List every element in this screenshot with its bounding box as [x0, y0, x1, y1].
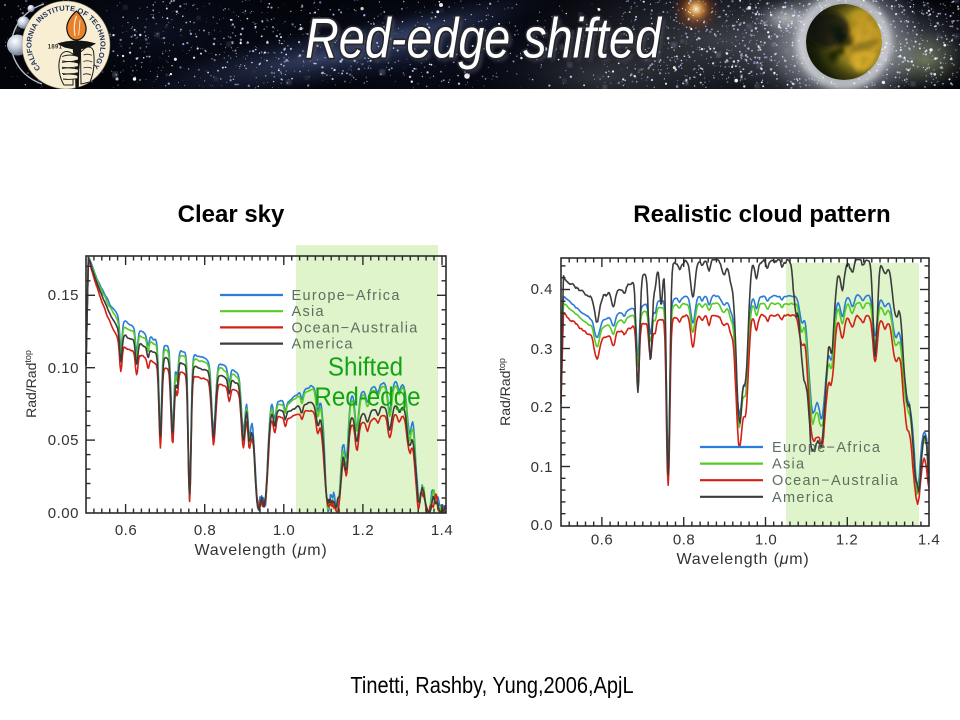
- svg-text:0.0: 0.0: [531, 517, 553, 534]
- svg-text:Europe−Africa: Europe−Africa: [772, 440, 881, 456]
- svg-text:Asia: Asia: [292, 304, 325, 320]
- svg-text:America: America: [292, 337, 354, 353]
- svg-text:0.2: 0.2: [531, 399, 553, 416]
- svg-text:1.2: 1.2: [836, 532, 858, 549]
- svg-text:Rad/Radtop: Rad/Radtop: [497, 358, 513, 426]
- svg-text:0.8: 0.8: [673, 532, 695, 549]
- svg-text:0.10: 0.10: [48, 360, 79, 377]
- svg-text:0.00: 0.00: [48, 505, 79, 522]
- svg-text:0.15: 0.15: [48, 287, 79, 304]
- svg-text:1.4: 1.4: [918, 532, 940, 549]
- svg-text:1.0: 1.0: [755, 532, 777, 549]
- svg-text:Wavelength (μm): Wavelength (μm): [676, 551, 809, 568]
- svg-text:Red-edge: Red-edge: [314, 383, 420, 412]
- svg-text:Red-edge shifted: Red-edge shifted: [305, 7, 663, 70]
- svg-text:0.3: 0.3: [531, 341, 553, 358]
- svg-text:0.4: 0.4: [531, 281, 553, 298]
- svg-text:0.8: 0.8: [194, 522, 216, 539]
- svg-text:0.1: 0.1: [531, 459, 553, 476]
- svg-text:Red-edge shifted: Red-edge shifted: [308, 10, 666, 73]
- svg-text:1891: 1891: [48, 45, 63, 51]
- svg-text:Europe−Africa: Europe−Africa: [292, 288, 401, 304]
- svg-text:1.2: 1.2: [352, 522, 374, 539]
- svg-text:Clear sky: Clear sky: [178, 201, 285, 228]
- svg-text:Tinetti, Rashby, Yung,2006,Apj: Tinetti, Rashby, Yung,2006,ApjL: [350, 672, 633, 699]
- svg-text:Rad/Radtop: Rad/Radtop: [23, 350, 39, 418]
- svg-text:Ocean−Australia: Ocean−Australia: [772, 473, 899, 489]
- svg-text:Shifted: Shifted: [328, 353, 403, 382]
- svg-text:0.05: 0.05: [48, 432, 79, 449]
- svg-text:1.4: 1.4: [431, 522, 453, 539]
- svg-text:1.0: 1.0: [273, 522, 295, 539]
- svg-text:Realistic cloud pattern: Realistic cloud pattern: [633, 201, 890, 228]
- svg-text:0.6: 0.6: [115, 522, 137, 539]
- svg-text:Wavelength (μm): Wavelength (μm): [194, 542, 327, 559]
- svg-text:Ocean−Australia: Ocean−Australia: [292, 320, 419, 336]
- svg-text:America: America: [772, 490, 834, 506]
- svg-text:0.6: 0.6: [591, 532, 613, 549]
- svg-text:Asia: Asia: [772, 457, 805, 473]
